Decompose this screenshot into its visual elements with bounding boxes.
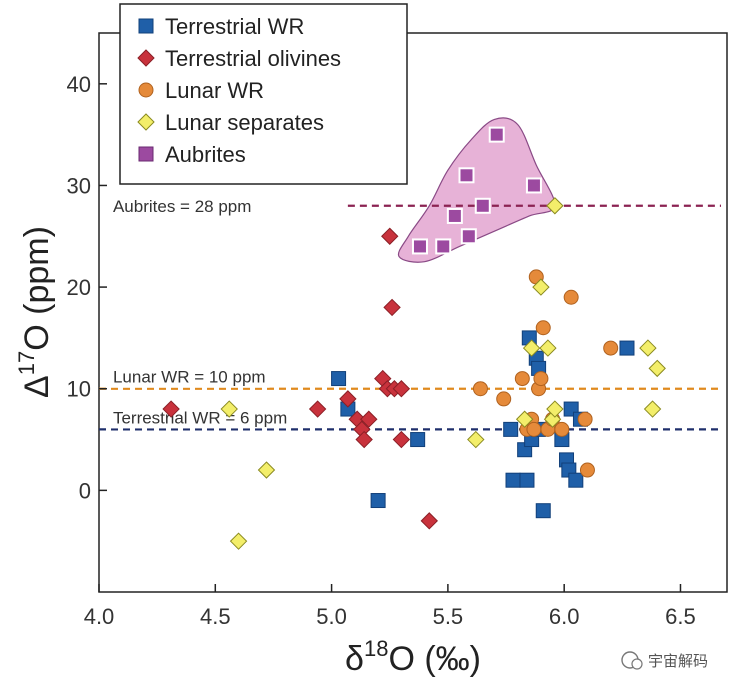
legend-label: Lunar WR [165, 78, 264, 103]
x-tick-label: 4.5 [200, 604, 231, 629]
data-point [355, 430, 373, 449]
data-point [554, 421, 570, 437]
data-point [474, 197, 491, 214]
y-tick-label: 30 [67, 173, 91, 198]
data-point [435, 238, 452, 255]
wechat-icon-inner [631, 658, 643, 670]
data-point [460, 228, 477, 245]
legend-marker [138, 146, 154, 162]
data-point [515, 410, 534, 428]
data-point [643, 400, 662, 418]
data-point [563, 289, 579, 305]
data-point [532, 278, 550, 296]
x-axis-title: δ18O (‰) [345, 636, 481, 678]
legend-entry: Lunar WR [138, 78, 264, 103]
data-point [411, 238, 428, 255]
data-point [579, 462, 595, 478]
data-point [331, 371, 347, 387]
data-point [381, 227, 399, 245]
data-point [546, 400, 564, 418]
legend-entry: Terrestrial olivines [137, 46, 341, 71]
series-terrestrial-wr [331, 330, 635, 519]
data-point [577, 411, 593, 427]
x-tick-label: 4.0 [84, 604, 115, 629]
data-point [392, 380, 411, 398]
data-point [383, 298, 401, 317]
legend-label: Terrestrial WR [165, 14, 304, 39]
reference-label: Lunar WR = 10 ppm [113, 368, 266, 387]
y-tick-label: 40 [67, 72, 91, 97]
data-point [546, 197, 564, 215]
x-tick-label: 6.5 [665, 604, 696, 629]
data-point [410, 432, 426, 448]
y-axis-title: Δ17O (ppm) [14, 226, 56, 398]
data-point [339, 390, 357, 408]
x-tick-label: 5.0 [316, 604, 347, 629]
y-tick-label: 20 [67, 275, 91, 300]
reference-label: Aubrites = 28 ppm [113, 197, 251, 216]
data-point [458, 167, 475, 184]
y-tick-label: 0 [79, 478, 91, 503]
data-point [467, 430, 485, 449]
reference-label-bg [110, 195, 256, 217]
data-point [505, 472, 521, 488]
data-point [648, 359, 666, 378]
data-point [522, 339, 541, 357]
data-point [392, 430, 411, 449]
data-point [162, 400, 180, 418]
watermark: 宇宙解码 [621, 651, 708, 670]
data-point [496, 391, 512, 407]
data-point [619, 340, 635, 356]
legend-marker [137, 49, 155, 67]
legend-entry: Lunar separates [137, 110, 324, 135]
series-terrestrial-olivines [162, 227, 438, 530]
data-point [526, 421, 542, 437]
x-tick-label: 5.5 [433, 604, 464, 629]
legend-entry: Terrestrial WR [138, 14, 304, 39]
aubrites-region [397, 117, 556, 263]
data-point [535, 320, 551, 336]
series-lunar-separates [220, 197, 666, 550]
legend-box [119, 3, 408, 185]
data-point [257, 461, 276, 479]
legend-label: Terrestrial olivines [165, 46, 341, 71]
data-point [525, 177, 542, 194]
x-tick-label: 6.0 [549, 604, 580, 629]
reference-label-bg [110, 366, 270, 388]
watermark-text: 宇宙解码 [648, 652, 708, 670]
legend-label: Lunar separates [165, 110, 324, 135]
data-point [446, 207, 463, 224]
data-point [539, 339, 557, 357]
data-point [514, 371, 530, 387]
data-point [370, 493, 386, 509]
data-point [639, 339, 657, 357]
data-point [220, 400, 238, 418]
series-lunar-wr [472, 269, 619, 478]
data-point [488, 126, 505, 143]
legend-marker [138, 18, 154, 34]
reference-label: Terrestrial WR = 6 ppm [113, 408, 287, 427]
y-tick-label: 10 [67, 377, 91, 402]
legend-entry: Aubrites [138, 142, 246, 167]
data-point [519, 472, 535, 488]
data-point [603, 340, 619, 356]
legend-marker [137, 113, 155, 131]
data-point [229, 532, 248, 550]
data-point [533, 371, 549, 387]
data-point [472, 381, 488, 397]
reference-label-bg [110, 407, 292, 429]
data-point [535, 503, 551, 519]
series-aubrites [411, 126, 542, 255]
data-point [503, 421, 519, 437]
data-point [568, 472, 584, 488]
legend-label: Aubrites [165, 142, 246, 167]
data-point [360, 410, 378, 428]
data-point [420, 512, 438, 530]
legend-marker [138, 82, 154, 98]
data-point [308, 400, 327, 418]
